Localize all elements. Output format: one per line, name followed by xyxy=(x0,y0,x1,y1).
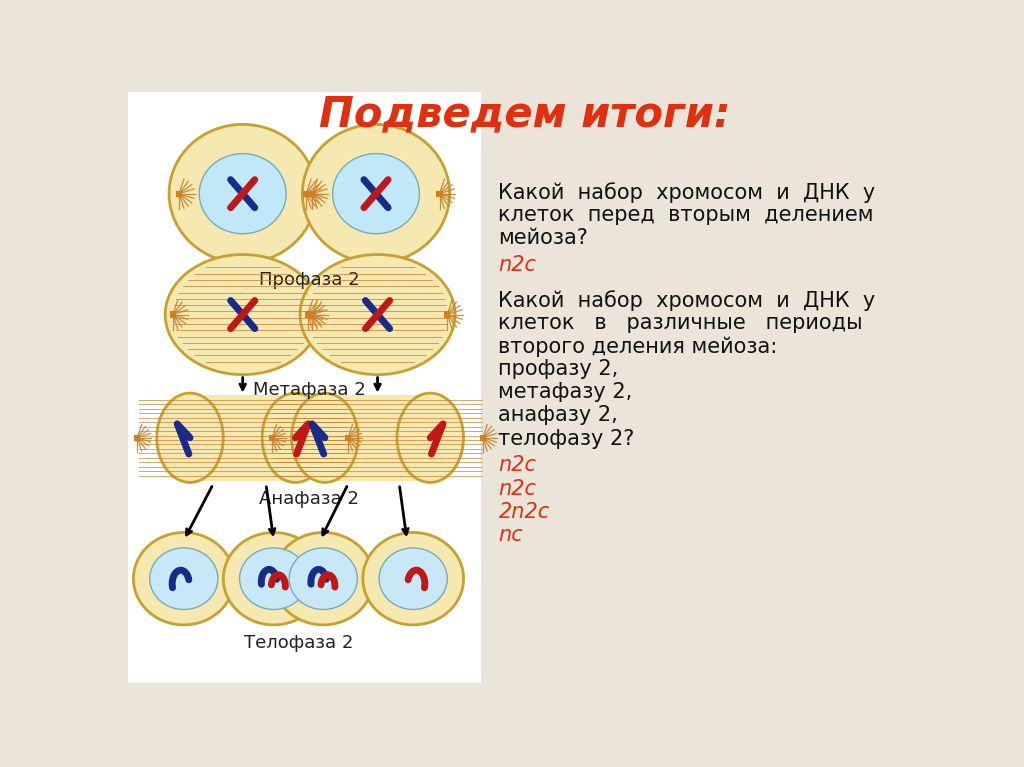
Text: клеток  перед  вторым  делением: клеток перед вторым делением xyxy=(499,206,873,225)
Ellipse shape xyxy=(289,548,357,610)
Ellipse shape xyxy=(300,255,455,374)
Ellipse shape xyxy=(133,532,234,625)
Bar xyxy=(305,311,311,318)
Text: 2n2c: 2n2c xyxy=(499,502,550,522)
Text: анафазу 2,: анафазу 2, xyxy=(499,406,618,426)
Text: Анафаза 2: Анафаза 2 xyxy=(259,490,359,508)
Text: метафазу 2,: метафазу 2, xyxy=(499,382,633,403)
Text: Метафаза 2: Метафаза 2 xyxy=(253,380,366,399)
Bar xyxy=(480,435,486,441)
Bar xyxy=(176,191,182,197)
Ellipse shape xyxy=(240,548,308,610)
Text: Телофаза 2: Телофаза 2 xyxy=(244,634,353,652)
Text: n2c: n2c xyxy=(499,255,537,275)
Ellipse shape xyxy=(292,393,358,482)
Ellipse shape xyxy=(169,124,316,263)
Text: nc: nc xyxy=(499,525,523,545)
Bar xyxy=(325,395,430,481)
Text: Профаза 2: Профаза 2 xyxy=(259,271,359,288)
Ellipse shape xyxy=(273,532,374,625)
Bar xyxy=(269,435,275,441)
Ellipse shape xyxy=(262,393,329,482)
Ellipse shape xyxy=(200,153,286,234)
Text: n2c: n2c xyxy=(499,456,537,476)
Bar xyxy=(303,191,309,197)
Text: Подведем итоги:: Подведем итоги: xyxy=(319,94,730,135)
Bar xyxy=(170,311,176,318)
Text: телофазу 2?: телофазу 2? xyxy=(499,429,635,449)
Bar xyxy=(128,92,480,683)
Bar xyxy=(309,191,315,197)
Bar xyxy=(444,311,451,318)
Ellipse shape xyxy=(165,255,321,374)
Ellipse shape xyxy=(362,532,464,625)
Text: клеток   в   различные   периоды: клеток в различные периоды xyxy=(499,313,863,333)
Text: n2c: n2c xyxy=(499,479,537,499)
Text: мейоза?: мейоза? xyxy=(499,229,589,249)
Text: Какой  набор  хромосом  и  ДНК  у: Какой набор хромосом и ДНК у xyxy=(499,182,876,203)
Text: второго деления мейоза:: второго деления мейоза: xyxy=(499,336,777,357)
Text: профазу 2,: профазу 2, xyxy=(499,359,618,379)
Bar xyxy=(190,395,295,481)
Ellipse shape xyxy=(333,153,420,234)
Ellipse shape xyxy=(397,393,464,482)
Ellipse shape xyxy=(302,124,450,263)
Bar xyxy=(345,435,351,441)
Ellipse shape xyxy=(223,532,324,625)
Ellipse shape xyxy=(157,393,223,482)
Bar xyxy=(134,435,140,441)
Ellipse shape xyxy=(150,548,218,610)
Ellipse shape xyxy=(379,548,447,610)
Text: Какой  набор  хромосом  и  ДНК  у: Какой набор хромосом и ДНК у xyxy=(499,290,876,311)
Bar xyxy=(436,191,442,197)
Bar xyxy=(309,311,315,318)
